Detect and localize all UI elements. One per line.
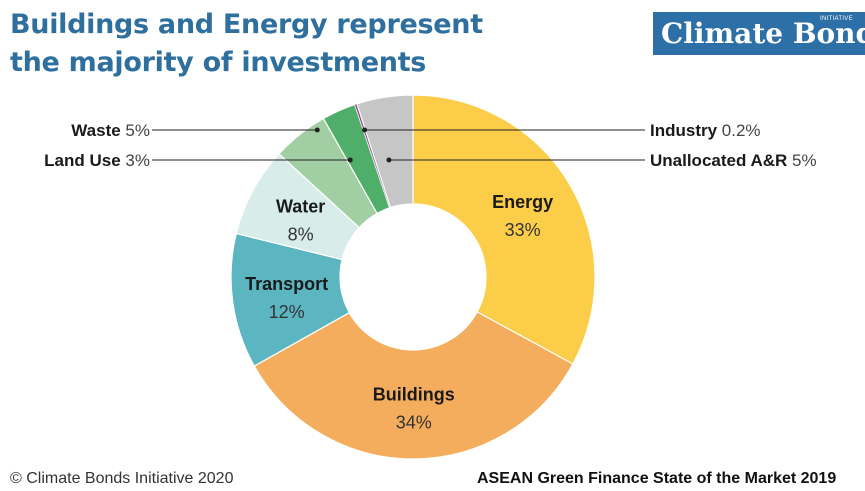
slice-value-buildings: 34%	[396, 412, 432, 432]
chart-title: Buildings and Energy represent the major…	[10, 6, 570, 82]
slice-label-water: Water	[276, 197, 325, 217]
logo-text: Climate Bonds	[661, 17, 865, 50]
logo-initiative-text: INITIATIVE	[820, 16, 853, 22]
slice-value-energy: 33%	[505, 220, 541, 240]
slice-label-buildings: Buildings	[373, 384, 455, 404]
title-line-2: the majority of investments	[10, 47, 427, 78]
source-footer: ASEAN Green Finance State of the Market …	[477, 470, 837, 487]
callout-label-land-use: Land Use 3%	[44, 151, 150, 170]
slice-label-transport: Transport	[245, 274, 328, 294]
callout-dot-land-use	[347, 157, 353, 163]
slice-energy	[412, 94, 596, 365]
donut-slices	[230, 94, 596, 460]
donut-labels: Energy 33% Buildings 34% Transport 12% Water 8%…	[44, 121, 816, 432]
callout-label-unallocated-a-r: Unallocated A&R 5%	[650, 151, 817, 170]
slice-value-water: 8%	[288, 225, 314, 245]
callout-label-waste: Waste 5%	[71, 121, 150, 140]
title-line-1: Buildings and Energy represent	[10, 9, 483, 40]
slice-buildings	[253, 311, 574, 460]
copyright-footer: © Climate Bonds Initiative 2020	[10, 470, 234, 487]
callout-dot-unallocated-a-r	[386, 157, 392, 163]
climate-bonds-logo: Climate Bonds	[653, 12, 865, 55]
callout-dot-waste	[314, 127, 320, 133]
slice-transport	[230, 232, 351, 367]
callout-dot-industry	[362, 127, 368, 133]
slice-unallocated-a-r	[356, 94, 414, 209]
slice-label-energy: Energy	[492, 192, 553, 212]
callout-label-industry: Industry 0.2%	[650, 121, 761, 140]
slice-value-transport: 12%	[269, 302, 305, 322]
